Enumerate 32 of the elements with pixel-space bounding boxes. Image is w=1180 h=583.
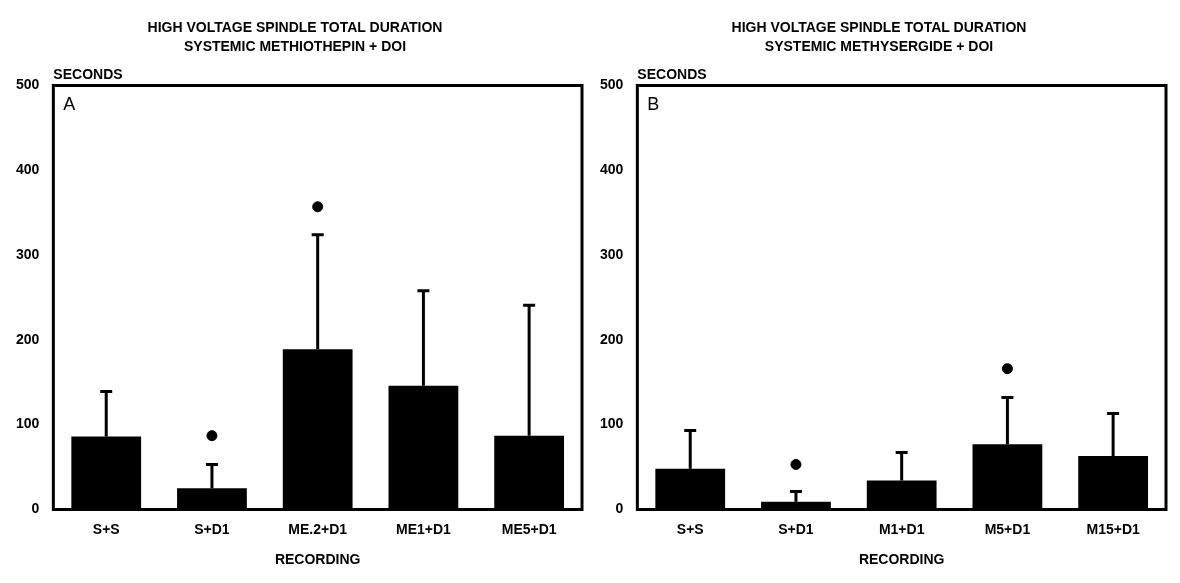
y-tick-label: 400 <box>16 161 40 178</box>
x-tick-label: M1+D1 <box>878 520 925 537</box>
chart-title: HIGH VOLTAGE SPINDLE TOTAL DURATION <box>731 19 1027 36</box>
chart-title: HIGH VOLTAGE SPINDLE TOTAL DURATION <box>147 19 443 36</box>
y-tick-label: 300 <box>600 245 624 262</box>
x-tick-label: ME5+D1 <box>501 520 557 537</box>
y-axis-title: SECONDS <box>637 66 707 83</box>
x-axis-title: RECORDING <box>858 551 945 568</box>
y-tick-label: 100 <box>16 415 40 432</box>
y-tick-label: 200 <box>600 330 624 347</box>
x-tick-label: S+D1 <box>778 520 814 537</box>
y-tick-label: 400 <box>600 161 624 178</box>
annotation: B <box>647 93 660 114</box>
chart-subtitle: SYSTEMIC METHIOTHEPIN + DOI <box>183 38 407 55</box>
x-axis-title: RECORDING <box>274 551 361 568</box>
x-tick-label: ME.2+D1 <box>288 520 348 537</box>
y-tick-label: 500 <box>600 76 624 93</box>
chart-subtitle: SYSTEMIC METHYSERGIDE + DOI <box>764 38 994 55</box>
x-tick-label: S+S <box>676 520 704 537</box>
x-tick-label: ME1+D1 <box>395 520 452 537</box>
y-tick-label: 200 <box>16 330 40 347</box>
y-axis-title: SECONDS <box>53 66 123 83</box>
y-tick-label: 100 <box>600 415 624 432</box>
y-tick-label: 0 <box>31 500 40 517</box>
y-tick-label: 500 <box>16 76 40 93</box>
x-tick-label: M15+D1 <box>1086 520 1140 537</box>
y-tick-label: 0 <box>615 500 624 517</box>
x-tick-label: S+S <box>92 520 120 537</box>
annotation: A <box>63 93 76 114</box>
x-tick-label: S+D1 <box>194 520 230 537</box>
y-tick-label: 300 <box>16 245 40 262</box>
x-tick-label: M5+D1 <box>984 520 1031 537</box>
